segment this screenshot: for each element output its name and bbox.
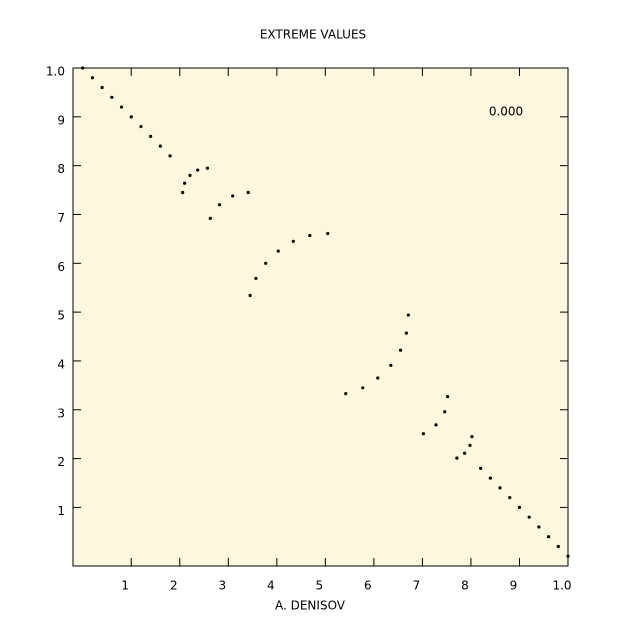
- point: [537, 525, 541, 529]
- annotation: 0.000: [489, 105, 523, 119]
- point: [119, 105, 124, 109]
- x-tick-label: 3: [218, 579, 226, 593]
- point: [498, 486, 502, 490]
- point: [248, 293, 252, 298]
- point: [149, 134, 153, 138]
- y-tick-label: 3: [57, 406, 65, 420]
- x-tick-label: 9: [510, 579, 518, 593]
- point: [254, 276, 258, 281]
- chart-title: EXTREME VALUES: [260, 28, 366, 42]
- point: [231, 194, 235, 198]
- x-tick-label: 5: [316, 579, 324, 593]
- x-tick-label: 8: [461, 579, 469, 593]
- point: [291, 239, 295, 243]
- point: [326, 231, 330, 236]
- point: [479, 466, 483, 470]
- point: [376, 376, 380, 380]
- point: [527, 515, 531, 519]
- point: [196, 168, 200, 172]
- y-tick-label: 1: [57, 504, 65, 518]
- point: [344, 392, 348, 396]
- point: [139, 124, 143, 129]
- point: [90, 76, 95, 80]
- point: [517, 505, 522, 510]
- y-tick-label: 1.0: [46, 65, 65, 79]
- point: [508, 496, 512, 500]
- point: [398, 348, 403, 352]
- point: [455, 456, 459, 460]
- point: [158, 144, 162, 148]
- x-tick-label: 1: [121, 579, 129, 593]
- y-tick-label: 5: [57, 309, 65, 323]
- point: [421, 432, 425, 436]
- point: [488, 476, 492, 480]
- y-tick-label: 2: [57, 455, 65, 469]
- point: [463, 451, 467, 455]
- point: [168, 154, 172, 158]
- point: [404, 331, 408, 335]
- point: [556, 544, 560, 549]
- x-tick-label: 1.0: [552, 579, 571, 593]
- y-tick-label: 4: [57, 357, 65, 371]
- x-tick-label: 2: [170, 579, 178, 593]
- x-tick-label: 4: [267, 579, 275, 593]
- point: [389, 363, 393, 367]
- point: [217, 203, 222, 207]
- point: [361, 386, 365, 390]
- point: [308, 233, 312, 238]
- point: [406, 313, 410, 317]
- x-tick-label: 7: [413, 579, 421, 593]
- point: [264, 261, 268, 265]
- y-tick-label: 9: [57, 113, 65, 127]
- point: [110, 95, 114, 99]
- point: [188, 173, 192, 178]
- y-tick-label: 7: [57, 211, 65, 225]
- x-tick-label: 6: [364, 579, 372, 593]
- point: [181, 190, 185, 195]
- point: [205, 166, 210, 170]
- point: [208, 216, 212, 220]
- point: [434, 423, 438, 427]
- point: [470, 435, 474, 439]
- point: [566, 554, 570, 558]
- point: [443, 410, 447, 414]
- point: [468, 443, 472, 448]
- point: [246, 190, 250, 195]
- point: [129, 115, 133, 119]
- point: [100, 85, 104, 90]
- y-tick-label: 6: [57, 260, 65, 274]
- point: [276, 249, 280, 253]
- point: [81, 66, 85, 70]
- x-axis-label: A. DENISOV: [275, 599, 346, 613]
- point: [546, 535, 551, 539]
- y-tick-label: 8: [57, 162, 65, 176]
- point: [446, 394, 450, 399]
- plot-area: [72, 67, 569, 567]
- point: [183, 181, 187, 185]
